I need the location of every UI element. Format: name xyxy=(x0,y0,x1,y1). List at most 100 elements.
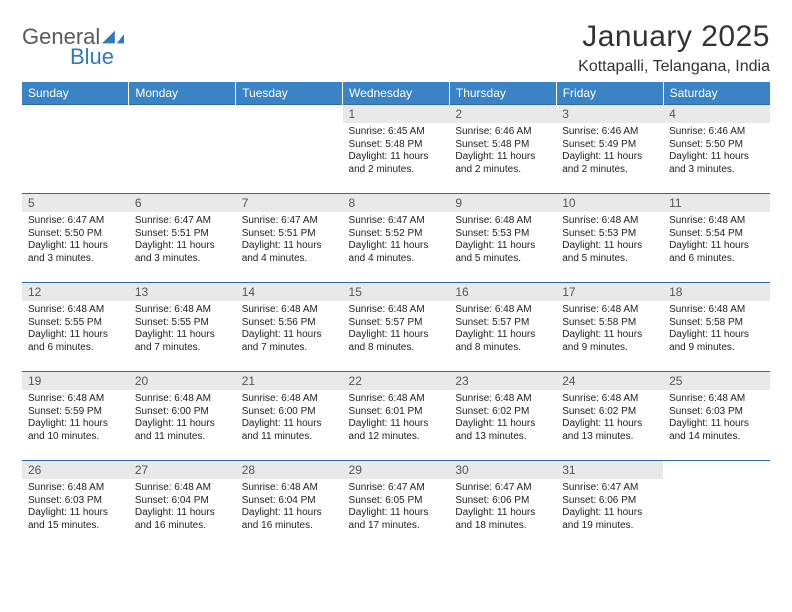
day-number: 14 xyxy=(236,283,343,301)
day-cell-body: Sunrise: 6:48 AMSunset: 6:02 PMDaylight:… xyxy=(556,390,663,460)
week-daynum-row: 262728293031 xyxy=(22,461,770,480)
daylight-text: Daylight: 11 hours and 6 minutes. xyxy=(28,329,123,354)
daylight-text: Daylight: 11 hours and 16 minutes. xyxy=(242,507,337,532)
day-number: 12 xyxy=(22,283,129,301)
calendar-page: GeneralBlue January 2025 Kottapalli, Tel… xyxy=(0,0,792,549)
day-cell-body: Sunrise: 6:48 AMSunset: 5:59 PMDaylight:… xyxy=(22,390,129,460)
day-cell-body: Sunrise: 6:48 AMSunset: 6:04 PMDaylight:… xyxy=(129,479,236,549)
week-body-row: Sunrise: 6:48 AMSunset: 5:59 PMDaylight:… xyxy=(22,390,770,461)
sunrise-text: Sunrise: 6:48 AM xyxy=(242,482,337,495)
sunset-text: Sunset: 5:50 PM xyxy=(669,139,764,152)
daylight-text: Daylight: 11 hours and 17 minutes. xyxy=(349,507,444,532)
sunrise-text: Sunrise: 6:48 AM xyxy=(135,393,230,406)
title-block: January 2025 Kottapalli, Telangana, Indi… xyxy=(578,20,770,76)
day-cell-body: Sunrise: 6:47 AMSunset: 5:50 PMDaylight:… xyxy=(22,212,129,282)
daylight-text: Daylight: 11 hours and 7 minutes. xyxy=(242,329,337,354)
day-header: Friday xyxy=(556,82,663,105)
day-number: 31 xyxy=(556,461,663,479)
empty-day-cell xyxy=(129,123,236,194)
week-daynum-row: 12131415161718 xyxy=(22,283,770,302)
sunrise-text: Sunrise: 6:47 AM xyxy=(455,482,550,495)
day-cell-body: Sunrise: 6:48 AMSunset: 6:00 PMDaylight:… xyxy=(129,390,236,460)
day-number: 18 xyxy=(663,283,770,301)
day-header: Thursday xyxy=(449,82,556,105)
daylight-text: Daylight: 11 hours and 12 minutes. xyxy=(349,418,444,443)
sunrise-text: Sunrise: 6:48 AM xyxy=(669,304,764,317)
daylight-text: Daylight: 11 hours and 2 minutes. xyxy=(562,151,657,176)
calendar-body: 1234Sunrise: 6:45 AMSunset: 5:48 PMDayli… xyxy=(22,105,770,550)
day-cell-body: Sunrise: 6:47 AMSunset: 5:51 PMDaylight:… xyxy=(236,212,343,282)
day-number xyxy=(236,105,343,123)
day-cell-body: Sunrise: 6:46 AMSunset: 5:49 PMDaylight:… xyxy=(556,123,663,193)
sunset-text: Sunset: 5:59 PM xyxy=(28,406,123,419)
sunset-text: Sunset: 6:01 PM xyxy=(349,406,444,419)
daylight-text: Daylight: 11 hours and 9 minutes. xyxy=(562,329,657,354)
calendar-table: SundayMondayTuesdayWednesdayThursdayFrid… xyxy=(22,82,770,549)
day-number: 24 xyxy=(556,372,663,390)
daylight-text: Daylight: 11 hours and 7 minutes. xyxy=(135,329,230,354)
sunrise-text: Sunrise: 6:47 AM xyxy=(242,215,337,228)
sunset-text: Sunset: 5:58 PM xyxy=(669,317,764,330)
sunrise-text: Sunrise: 6:47 AM xyxy=(349,482,444,495)
daylight-text: Daylight: 11 hours and 4 minutes. xyxy=(349,240,444,265)
day-cell-body: Sunrise: 6:47 AMSunset: 6:05 PMDaylight:… xyxy=(343,479,450,549)
day-cell-body: Sunrise: 6:48 AMSunset: 5:53 PMDaylight:… xyxy=(556,212,663,282)
day-cell-body: Sunrise: 6:48 AMSunset: 5:53 PMDaylight:… xyxy=(449,212,556,282)
brand-part2: Blue xyxy=(70,46,124,68)
day-number: 29 xyxy=(343,461,450,479)
day-number: 8 xyxy=(343,194,450,212)
daylight-text: Daylight: 11 hours and 13 minutes. xyxy=(562,418,657,443)
day-number: 6 xyxy=(129,194,236,212)
sunrise-text: Sunrise: 6:47 AM xyxy=(349,215,444,228)
day-number: 13 xyxy=(129,283,236,301)
day-number: 1 xyxy=(343,105,450,123)
sunset-text: Sunset: 6:06 PM xyxy=(455,495,550,508)
sunrise-text: Sunrise: 6:48 AM xyxy=(28,393,123,406)
day-number: 20 xyxy=(129,372,236,390)
sunrise-text: Sunrise: 6:48 AM xyxy=(28,304,123,317)
daylight-text: Daylight: 11 hours and 3 minutes. xyxy=(28,240,123,265)
day-number: 23 xyxy=(449,372,556,390)
day-cell-body: Sunrise: 6:48 AMSunset: 5:58 PMDaylight:… xyxy=(556,301,663,371)
week-daynum-row: 19202122232425 xyxy=(22,372,770,391)
day-header: Tuesday xyxy=(236,82,343,105)
sunset-text: Sunset: 6:04 PM xyxy=(242,495,337,508)
sunrise-text: Sunrise: 6:48 AM xyxy=(455,393,550,406)
day-number: 22 xyxy=(343,372,450,390)
sunrise-text: Sunrise: 6:47 AM xyxy=(135,215,230,228)
daylight-text: Daylight: 11 hours and 18 minutes. xyxy=(455,507,550,532)
day-number xyxy=(22,105,129,123)
daylight-text: Daylight: 11 hours and 3 minutes. xyxy=(135,240,230,265)
sunset-text: Sunset: 6:00 PM xyxy=(135,406,230,419)
sunset-text: Sunset: 6:03 PM xyxy=(669,406,764,419)
day-number: 3 xyxy=(556,105,663,123)
day-header: Saturday xyxy=(663,82,770,105)
daylight-text: Daylight: 11 hours and 16 minutes. xyxy=(135,507,230,532)
sunset-text: Sunset: 5:54 PM xyxy=(669,228,764,241)
sunset-text: Sunset: 5:51 PM xyxy=(242,228,337,241)
day-cell-body: Sunrise: 6:48 AMSunset: 5:54 PMDaylight:… xyxy=(663,212,770,282)
sunset-text: Sunset: 5:53 PM xyxy=(455,228,550,241)
page-header: GeneralBlue January 2025 Kottapalli, Tel… xyxy=(22,20,770,76)
day-number: 2 xyxy=(449,105,556,123)
sunset-text: Sunset: 5:53 PM xyxy=(562,228,657,241)
empty-day-cell xyxy=(236,123,343,194)
daylight-text: Daylight: 11 hours and 5 minutes. xyxy=(455,240,550,265)
day-number: 9 xyxy=(449,194,556,212)
day-cell-body: Sunrise: 6:48 AMSunset: 6:01 PMDaylight:… xyxy=(343,390,450,460)
day-number: 10 xyxy=(556,194,663,212)
sunset-text: Sunset: 5:55 PM xyxy=(28,317,123,330)
daylight-text: Daylight: 11 hours and 15 minutes. xyxy=(28,507,123,532)
day-cell-body: Sunrise: 6:46 AMSunset: 5:50 PMDaylight:… xyxy=(663,123,770,193)
sunrise-text: Sunrise: 6:48 AM xyxy=(669,215,764,228)
day-number xyxy=(129,105,236,123)
day-cell-body: Sunrise: 6:47 AMSunset: 6:06 PMDaylight:… xyxy=(556,479,663,549)
day-header: Sunday xyxy=(22,82,129,105)
sunrise-text: Sunrise: 6:48 AM xyxy=(349,304,444,317)
sunrise-text: Sunrise: 6:46 AM xyxy=(669,126,764,139)
sunrise-text: Sunrise: 6:48 AM xyxy=(455,304,550,317)
daylight-text: Daylight: 11 hours and 8 minutes. xyxy=(455,329,550,354)
week-body-row: Sunrise: 6:48 AMSunset: 5:55 PMDaylight:… xyxy=(22,301,770,372)
sunset-text: Sunset: 5:48 PM xyxy=(349,139,444,152)
day-cell-body: Sunrise: 6:47 AMSunset: 5:52 PMDaylight:… xyxy=(343,212,450,282)
